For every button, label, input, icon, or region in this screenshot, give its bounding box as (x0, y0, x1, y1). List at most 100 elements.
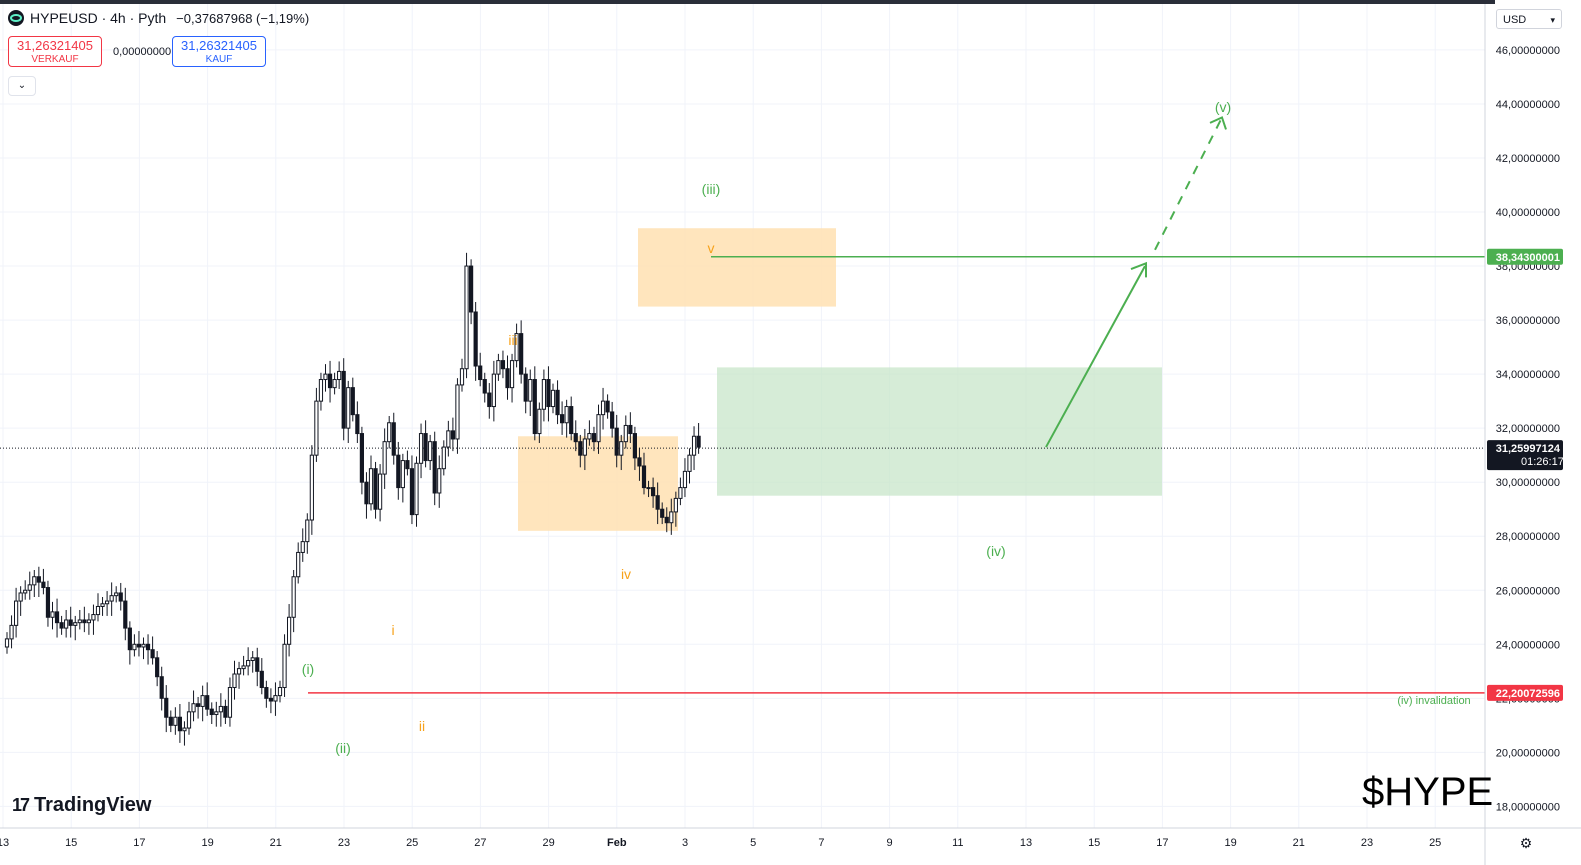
candle (27, 571, 32, 600)
candle (455, 378, 460, 454)
candle (418, 423, 424, 479)
candle (387, 416, 392, 449)
candle-body (287, 616, 292, 645)
candle-body (18, 592, 23, 602)
candle-body (441, 446, 446, 470)
candle (114, 586, 119, 603)
candle-body (368, 468, 374, 505)
candle (441, 440, 446, 476)
candle-body (605, 400, 610, 413)
settings-icon[interactable]: ⚙ (1519, 835, 1533, 851)
time-tick-label: 13 (0, 837, 9, 849)
candle (109, 582, 114, 616)
candle-body (469, 265, 474, 313)
projection-arrowhead (1130, 261, 1147, 278)
candle-body (41, 581, 46, 589)
wave-label-green: (i) (302, 661, 314, 677)
candle-body (623, 424, 628, 443)
candle (669, 498, 674, 535)
orange-zone-wave-v (638, 228, 836, 307)
wave-label-orange: ii (419, 718, 425, 734)
candle (64, 609, 69, 638)
candle-body (77, 619, 82, 624)
candle (600, 387, 606, 430)
candle-body (473, 311, 478, 367)
candle-body (155, 657, 160, 678)
candle-body (414, 462, 419, 516)
projection-arrow-dashed (1154, 117, 1223, 251)
price-tick-label: 34,00000000 (1496, 369, 1560, 381)
candle (591, 426, 597, 452)
candle-body (14, 600, 19, 626)
candle (564, 399, 569, 438)
candle-body (437, 468, 442, 494)
candle-body (532, 379, 537, 435)
candle-body (478, 365, 483, 381)
candle-body (651, 487, 656, 497)
candle-body (50, 611, 55, 618)
sell-price: 31,26321405 (17, 38, 93, 53)
candle-body (309, 454, 314, 521)
price-tick-label: 36,00000000 (1496, 315, 1560, 327)
candle-body (428, 441, 433, 462)
candle (155, 651, 160, 687)
candle-body (54, 611, 60, 624)
time-tick-label: 15 (1088, 837, 1100, 849)
candle-body (100, 603, 105, 607)
candle (514, 323, 519, 368)
candle (482, 372, 487, 403)
buy-button[interactable]: 31,26321405 KAUF (172, 36, 266, 67)
candle (391, 412, 396, 465)
buy-label: KAUF (205, 54, 233, 65)
chevron-down-icon: ⌄ (17, 80, 27, 91)
candle (168, 710, 173, 733)
candle (678, 477, 683, 506)
candle-body (296, 551, 301, 578)
time-tick-label: 19 (201, 837, 213, 849)
collapse-button[interactable]: ⌄ (8, 76, 36, 96)
candle-body (23, 589, 28, 594)
price-tick-label: 40,00000000 (1496, 207, 1560, 219)
candle-body (364, 481, 369, 505)
candle-body (300, 541, 305, 553)
sell-label: VERKAUF (31, 54, 79, 65)
sell-button[interactable]: 31,26321405 VERKAUF (8, 36, 102, 67)
candle (682, 458, 688, 498)
symbol-header[interactable]: HYPEUSD · 4h · Pyth −0,37687968 (−1,19%) (8, 10, 309, 26)
candle-body (509, 360, 515, 389)
candle (573, 420, 578, 452)
currency-select[interactable]: USD ▾ (1496, 9, 1562, 29)
time-tick-label: 23 (1361, 837, 1373, 849)
ticker-annotation: $HYPE (1362, 770, 1494, 814)
candle-body (455, 384, 460, 440)
candle-body (200, 695, 205, 707)
invalidation-annotation: (iv) invalidation (1397, 695, 1470, 707)
candle-body (182, 727, 187, 732)
candle (368, 455, 374, 511)
candle (632, 426, 637, 471)
candle (68, 606, 73, 638)
symbol-title[interactable]: HYPEUSD · 4h · Pyth (30, 10, 167, 26)
time-tick-label: 15 (65, 837, 77, 849)
candle-body (355, 414, 360, 435)
candle (191, 690, 196, 722)
candle-body (4, 638, 10, 648)
candle (282, 634, 287, 697)
candle (291, 569, 296, 633)
candle-body (123, 600, 128, 629)
candle (587, 420, 592, 446)
invalidation-price-label-bg (1487, 684, 1563, 701)
candle (159, 666, 164, 711)
time-tick-label: 7 (818, 837, 824, 849)
candle-body (528, 379, 533, 402)
candle (141, 637, 146, 660)
wave-projection (1045, 116, 1227, 448)
candle-body (614, 427, 619, 456)
candle-body (205, 695, 210, 710)
candle (246, 647, 251, 676)
chart-zones (518, 228, 1162, 531)
candle-body (264, 687, 269, 699)
